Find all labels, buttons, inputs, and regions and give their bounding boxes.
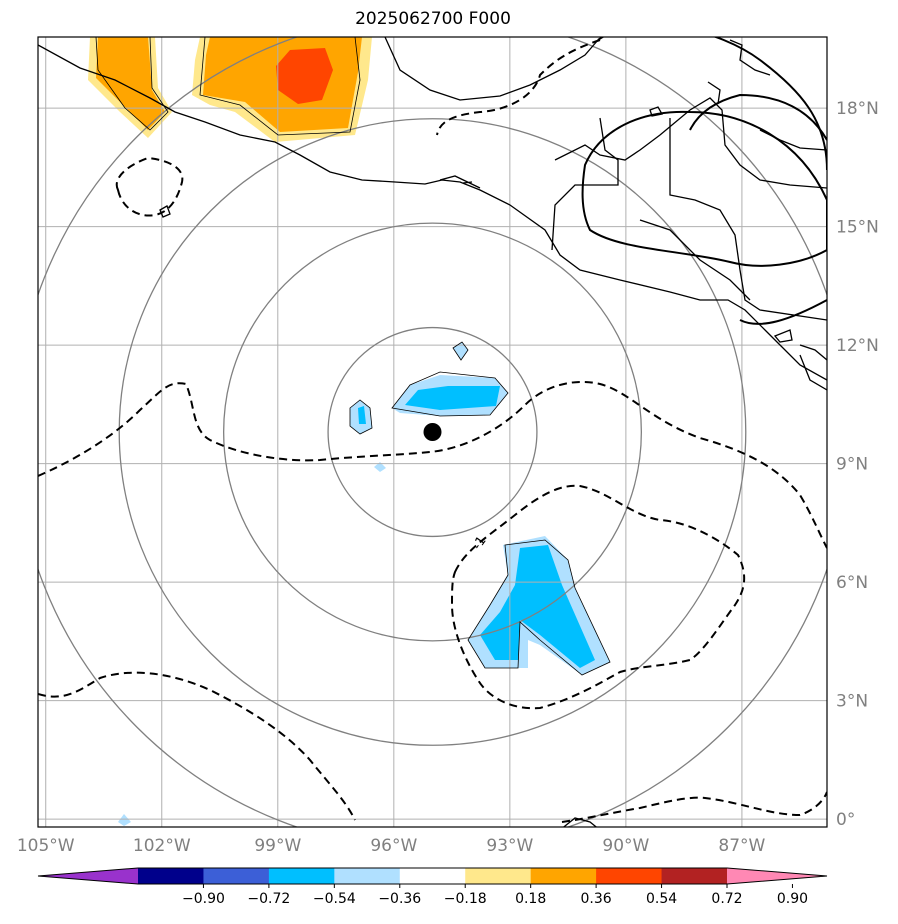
lat-label-5: 15°N — [836, 218, 879, 238]
colorbar-bin-0 — [138, 868, 204, 884]
range-rings — [38, 37, 827, 827]
lat-label-0: 0° — [836, 810, 855, 830]
lat-label-1: 3°N — [836, 692, 868, 712]
colorbar-bin-7 — [596, 868, 663, 884]
colorbar-tick-label-5: 0.18 — [515, 891, 546, 907]
lon-label-1: 102°W — [133, 836, 191, 856]
colorbar-tick-label-8: 0.72 — [711, 891, 742, 907]
colorbar-tick-label-9: 0.90 — [777, 891, 808, 907]
map-title: 2025062700 F000 — [355, 9, 511, 29]
colorbar-extend-high — [727, 868, 827, 884]
colorbar-tick-label-0: −0.90 — [182, 891, 225, 907]
negative-anomaly-fill-central — [118, 342, 508, 826]
graticule — [38, 37, 827, 827]
colorbar: −0.90 −0.72 −0.54 −0.36 −0.18 0.18 0.36 0.54 0.7… — [37, 867, 828, 907]
range-ring-1 — [222, 222, 643, 642]
latitude-labels: 0° 3°N 6°N 9°N 12°N 15°N 18°N — [836, 99, 879, 830]
positive-anomaly-fill-north — [192, 37, 372, 142]
coastlines — [38, 37, 827, 827]
contour-label: -1 — [470, 534, 490, 553]
lat-label-4: 12°N — [836, 336, 879, 356]
colorbar-extend-low — [38, 868, 138, 884]
jet-contours — [581, 37, 827, 325]
colorbar-tick-label-6: 0.36 — [581, 891, 612, 907]
lon-label-6: 87°W — [718, 836, 765, 856]
anomaly-outlines — [95, 37, 611, 676]
colorbar-bin-5 — [465, 868, 532, 884]
lon-label-5: 90°W — [602, 836, 649, 856]
colorbar-bin-8 — [661, 868, 728, 884]
colorbar-tick-label-2: −0.54 — [313, 891, 356, 907]
colorbar-bin-1 — [203, 868, 270, 884]
dashed-contours — [38, 39, 827, 823]
colorbar-bin-3 — [334, 868, 401, 884]
colorbar-outline — [37, 867, 828, 885]
colorbar-tick-label-3: −0.36 — [378, 891, 421, 907]
storm-center-marker — [423, 423, 442, 441]
lon-label-3: 96°W — [370, 836, 417, 856]
lat-label-3: 9°N — [836, 455, 868, 475]
range-ring-2 — [118, 118, 747, 746]
colorbar-bin-2 — [268, 868, 335, 884]
colorbar-tick-label-7: 0.54 — [646, 891, 677, 907]
lon-label-2: 99°W — [254, 836, 301, 856]
negative-anomaly-fill-southeast — [468, 536, 610, 675]
lat-label-6: 18°N — [836, 99, 879, 119]
lon-label-4: 93°W — [486, 836, 533, 856]
range-ring-0 — [327, 326, 538, 538]
colorbar-bin-4 — [399, 868, 466, 884]
longitude-labels: 105°W 102°W 99°W 96°W 93°W 90°W 87°W — [17, 836, 766, 856]
colorbar-tick-label-1: −0.72 — [247, 891, 290, 907]
colorbar-bin-6 — [530, 868, 597, 884]
lat-label-2: 6°N — [836, 573, 868, 593]
lon-label-0: 105°W — [17, 836, 75, 856]
colorbar-tick-label-4: −0.18 — [444, 891, 487, 907]
map-frame — [37, 36, 828, 828]
